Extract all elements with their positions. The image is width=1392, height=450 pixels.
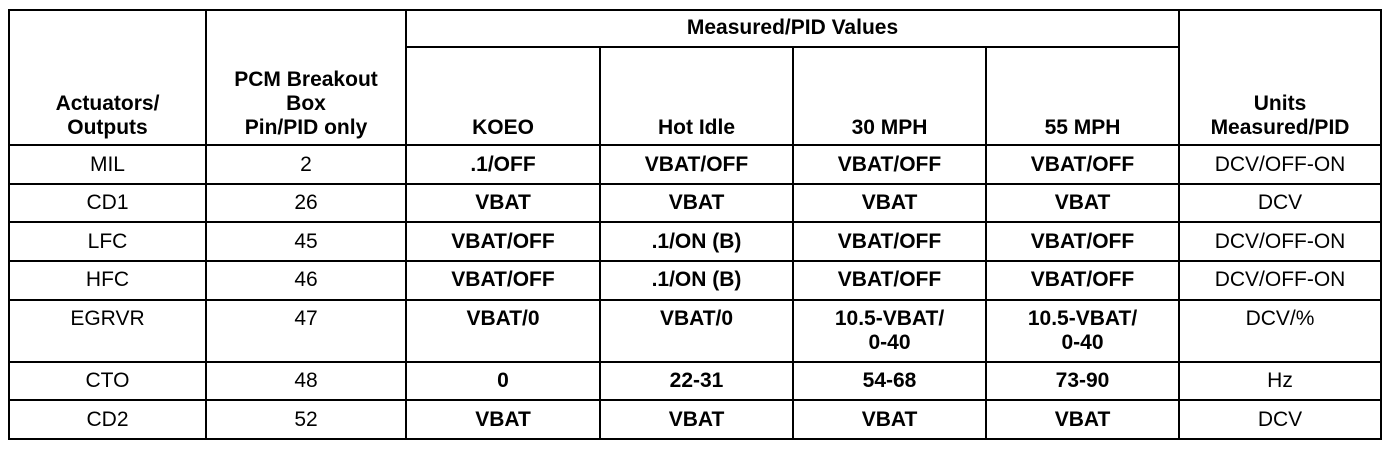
cell-30mph-line1: 10.5-VBAT/ [834, 306, 945, 330]
cell-koeo: VBAT [405, 182, 601, 224]
header-row-top: Actuators/ Outputs PCM Breakout Box Pin/… [8, 8, 1383, 147]
header-row-sub: KOEO Hot Idle 30 MPH 55 MPH [9, 45, 1381, 147]
cell-55mph: VBAT [984, 399, 1181, 440]
cell-units: DCV/OFF-ON [1178, 221, 1383, 263]
cell-pin: 47 [205, 298, 407, 363]
table-row: HFC 46 VBAT/OFF .1/ON (B) VBAT/OFF VBAT/… [8, 260, 1383, 301]
header-units-line2: Measured/PID [1210, 116, 1350, 140]
cell-30mph: VBAT/OFF [792, 144, 987, 185]
cell-55mph: VBAT/OFF [984, 260, 1181, 301]
cell-hot-idle: .1/ON (B) [599, 221, 794, 263]
header-pcm-line1: PCM Breakout [234, 68, 378, 92]
cell-55mph-line1: 10.5-VBAT/ [1027, 306, 1138, 330]
actuator-pid-table: Actuators/ Outputs PCM Breakout Box Pin/… [8, 8, 1383, 440]
header-measured-group: Measured/PID Values [404, 9, 1181, 48]
cell-actuator: CTO [8, 360, 207, 402]
table-row: CD1 26 VBAT VBAT VBAT VBAT DCV [8, 182, 1383, 224]
cell-hot-idle: VBAT/0 [599, 298, 794, 363]
cell-koeo: .1/OFF [405, 144, 601, 185]
cell-pin: 2 [205, 144, 407, 185]
cell-koeo: VBAT [405, 399, 601, 440]
cell-koeo: VBAT/OFF [405, 260, 601, 301]
cell-55mph: VBAT [984, 182, 1181, 224]
table-row: CD2 52 VBAT VBAT VBAT VBAT DCV [8, 399, 1383, 440]
header-pcm-line2: Box [286, 92, 326, 116]
cell-pin: 26 [205, 182, 407, 224]
cell-pin: 52 [205, 399, 407, 440]
cell-actuator: CD1 [8, 182, 207, 224]
cell-30mph: VBAT/OFF [792, 221, 987, 263]
table-row: EGRVR 47 VBAT/0 VBAT/0 10.5-VBAT/ 0-40 1… [8, 298, 1383, 363]
cell-30mph: VBAT/OFF [792, 260, 987, 301]
header-actuators-line2: Outputs [67, 116, 148, 140]
header-30mph: 30 MPH [792, 45, 987, 147]
table-row: MIL 2 .1/OFF VBAT/OFF VBAT/OFF VBAT/OFF … [8, 144, 1383, 185]
header-55mph: 55 MPH [984, 45, 1181, 147]
cell-koeo: 0 [405, 360, 601, 402]
cell-actuator: HFC [8, 260, 207, 301]
cell-units: DCV/% [1178, 298, 1383, 363]
cell-hot-idle: 22-31 [599, 360, 794, 402]
header-units: Units Measured/PID [1178, 8, 1383, 147]
header-actuators-line1: Actuators/ [55, 92, 160, 116]
cell-30mph: 54-68 [792, 360, 987, 402]
cell-actuator: MIL [8, 144, 207, 185]
cell-55mph: 73-90 [984, 360, 1181, 402]
cell-hot-idle: VBAT [599, 182, 794, 224]
cell-55mph: VBAT/OFF [984, 221, 1181, 263]
cell-55mph-line2: 0-40 [1061, 330, 1104, 354]
cell-actuator: LFC [8, 221, 207, 263]
header-hot-idle: Hot Idle [599, 45, 794, 147]
header-pcm-line3: Pin/PID only [244, 116, 368, 140]
table-row: LFC 45 VBAT/OFF .1/ON (B) VBAT/OFF VBAT/… [8, 221, 1383, 263]
cell-hot-idle: VBAT [599, 399, 794, 440]
cell-units: DCV [1178, 399, 1383, 440]
cell-koeo: VBAT/0 [405, 298, 601, 363]
cell-actuator: CD2 [8, 399, 207, 440]
cell-55mph: 10.5-VBAT/ 0-40 [984, 298, 1181, 363]
cell-units: DCV/OFF-ON [1178, 260, 1383, 301]
cell-30mph-line2: 0-40 [868, 330, 911, 354]
cell-units: Hz [1178, 360, 1383, 402]
cell-actuator: EGRVR [8, 298, 207, 363]
header-koeo: KOEO [405, 45, 601, 147]
cell-units: DCV/OFF-ON [1178, 144, 1383, 185]
cell-30mph: VBAT [792, 182, 987, 224]
cell-pin: 48 [205, 360, 407, 402]
cell-hot-idle: .1/ON (B) [599, 260, 794, 301]
table-row: CTO 48 0 22-31 54-68 73-90 Hz [8, 360, 1383, 402]
cell-30mph: VBAT [792, 399, 987, 440]
header-units-line1: Units [1253, 92, 1307, 116]
header-pcm: PCM Breakout Box Pin/PID only [205, 8, 407, 147]
cell-55mph: VBAT/OFF [984, 144, 1181, 185]
cell-pin: 45 [205, 221, 407, 263]
cell-hot-idle: VBAT/OFF [599, 144, 794, 185]
cell-pin: 46 [205, 260, 407, 301]
cell-30mph: 10.5-VBAT/ 0-40 [792, 298, 987, 363]
header-actuators: Actuators/ Outputs [8, 8, 207, 147]
cell-units: DCV [1178, 182, 1383, 224]
cell-koeo: VBAT/OFF [405, 221, 601, 263]
